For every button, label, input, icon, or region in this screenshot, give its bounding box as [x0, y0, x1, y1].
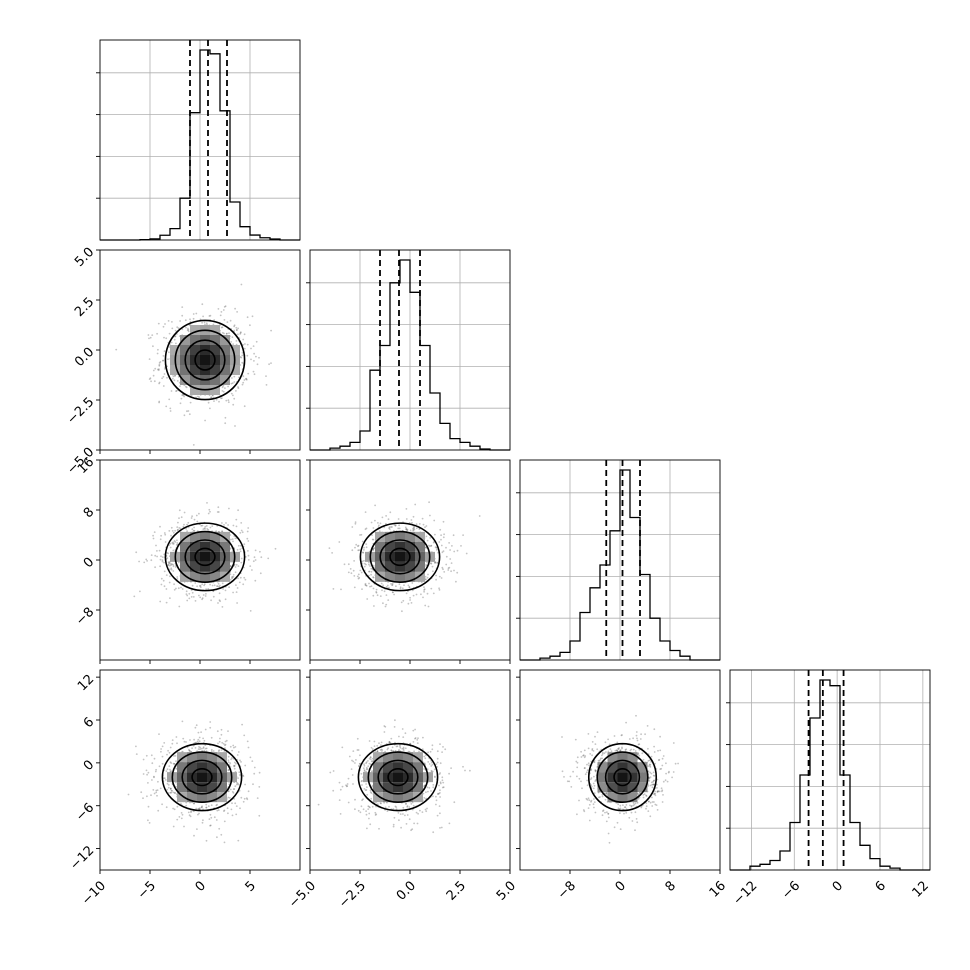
contour-0: [389, 547, 411, 567]
contour-1: [377, 759, 419, 795]
contour-3: [357, 742, 439, 812]
density-blocks: [597, 752, 648, 803]
contour-1: [181, 759, 223, 795]
density-blocks: [363, 752, 433, 803]
x-tick-label: 0: [830, 878, 846, 894]
y-tick-label: −8: [73, 605, 97, 629]
hist-frame-2: [519, 459, 721, 661]
y-tick-label: 2.5: [72, 295, 97, 320]
x-tick-label: −12: [730, 878, 760, 908]
y-tick-labels-row-1: −5.0−2.50.02.55.0: [64, 245, 97, 478]
contour-2: [369, 530, 431, 583]
x-tick-label: 8: [663, 878, 679, 894]
y-tick-label: 5.0: [72, 245, 97, 270]
hist-frame-3: [729, 669, 931, 871]
contour-1: [184, 539, 226, 575]
y-tick-labels-row-3: −12 −6 0 6 12: [67, 672, 97, 873]
x-tick-label: 6: [873, 878, 889, 894]
y-tick-label: 6: [81, 715, 97, 731]
y-tick-label: 12: [75, 672, 97, 694]
x-tick-labels-2: −8 0 8 16: [555, 878, 729, 902]
histogram-3: [730, 679, 930, 871]
hist-panel-0: [96, 39, 301, 241]
contour-2: [367, 751, 429, 804]
x-tick-label: −10: [79, 878, 109, 908]
contour-0: [387, 767, 409, 787]
y-tick-label: −6: [73, 800, 97, 824]
scatter-panel-1-3: [306, 669, 511, 874]
contour-1: [379, 539, 421, 575]
y-tick-label: −12: [67, 843, 97, 873]
hist-frame-1: [309, 249, 511, 451]
contour-0: [194, 349, 216, 371]
y-tick-label: −2.5: [64, 395, 97, 428]
contour-0: [194, 547, 216, 567]
x-tick-label: −8: [555, 878, 579, 902]
histogram-2: [520, 469, 720, 661]
x-tick-label: 12: [910, 878, 932, 900]
x-tick-label: 5: [243, 878, 259, 894]
contour-0: [191, 767, 213, 787]
contour-0: [613, 767, 632, 787]
scatter-panel-0-3: [96, 669, 301, 874]
scatter-panel-0-2: [96, 459, 301, 664]
hist-frame-0: [99, 39, 301, 241]
y-tick-label: 0.0: [72, 345, 97, 370]
x-tick-label: −5.0: [286, 878, 319, 911]
x-tick-labels-3: −12 −6 0 6 12: [730, 878, 931, 908]
y-tick-label: 8: [81, 505, 97, 521]
hist-panel-1: [306, 249, 511, 451]
hist-panel-3: [726, 669, 931, 871]
contour-1: [184, 339, 226, 381]
x-tick-labels-0: −10 −5 0 5: [79, 878, 259, 908]
x-tick-label: 0: [613, 878, 629, 894]
contour-3: [164, 522, 246, 592]
contour-2: [596, 751, 649, 804]
hist-panel-2: [516, 459, 721, 661]
contour-2: [174, 329, 236, 391]
x-tick-label: 0: [193, 878, 209, 894]
x-tick-label: 5.0: [494, 878, 519, 903]
x-tick-label: 2.5: [444, 878, 469, 903]
x-tick-label: −5: [135, 878, 159, 902]
x-tick-label: −2.5: [336, 878, 369, 911]
hist-grid-3: [730, 670, 930, 870]
histogram-1: [310, 259, 510, 451]
contour-3: [587, 742, 658, 812]
contour-2: [174, 530, 236, 583]
x-tick-labels-1: −5.0 −2.5 0.0 2.5 5.0: [286, 878, 519, 911]
x-tick-label: 0.0: [394, 878, 419, 903]
scatter-panel-2-3: [516, 669, 721, 874]
scatter-panel-0-1: [96, 249, 301, 454]
contour-3: [164, 319, 246, 401]
y-tick-label: 0: [81, 555, 97, 571]
y-tick-label: 0: [81, 758, 97, 774]
contour-3: [161, 742, 243, 812]
scatter-panel-1-2: [306, 459, 511, 664]
x-tick-label: −6: [779, 878, 803, 902]
contour-3: [359, 522, 441, 592]
density-blocks: [170, 325, 240, 395]
hist-grid-1: [310, 250, 510, 450]
contour-1: [604, 759, 641, 795]
x-tick-label: 16: [707, 878, 729, 900]
contour-2: [171, 751, 233, 804]
